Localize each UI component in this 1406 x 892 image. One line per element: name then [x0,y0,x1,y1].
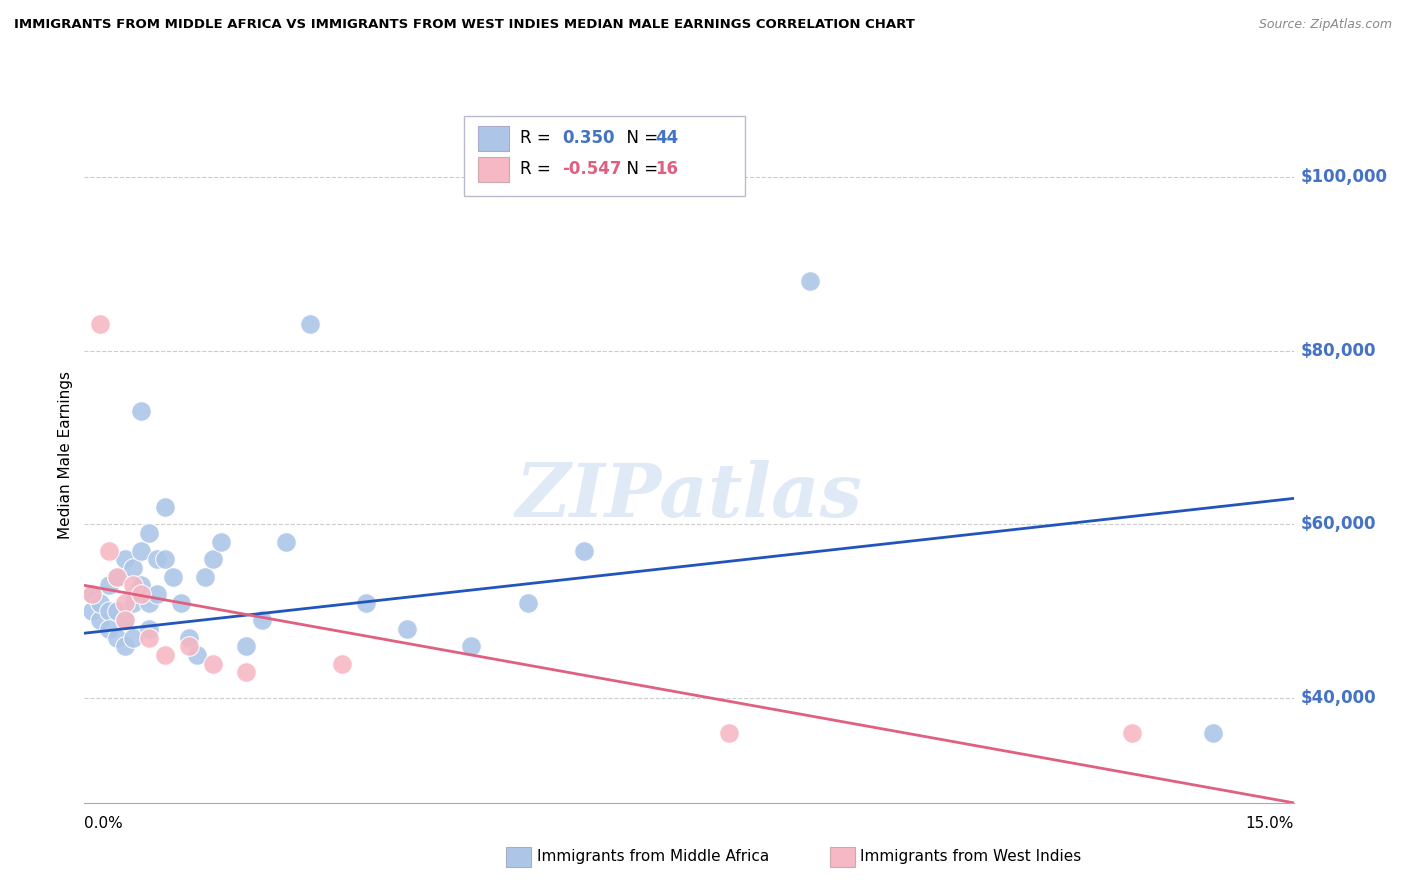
Point [121,578,143,592]
Point [194,570,217,584]
Text: N =: N = [616,129,664,147]
Point [572,543,595,558]
Point [105,570,128,584]
Text: 16: 16 [655,161,678,178]
Point [129,543,152,558]
Point [299,318,322,332]
Point [129,578,152,592]
Point [170,596,193,610]
Text: $40,000: $40,000 [1301,690,1376,707]
Point [114,613,136,627]
Text: $100,000: $100,000 [1301,168,1388,186]
Point [82,587,104,601]
Text: -0.547: -0.547 [562,161,621,178]
Point [138,526,160,541]
Text: IMMIGRANTS FROM MIDDLE AFRICA VS IMMIGRANTS FROM WEST INDIES MEDIAN MALE EARNING: IMMIGRANTS FROM MIDDLE AFRICA VS IMMIGRA… [14,18,915,31]
Y-axis label: Median Male Earnings: Median Male Earnings [58,371,73,539]
Text: ZIPatlas: ZIPatlas [516,460,862,533]
Point [138,622,160,636]
Point [138,631,160,645]
Point [153,552,176,566]
Point [718,726,741,740]
Point [89,318,111,332]
Point [186,648,208,662]
Point [114,639,136,653]
Text: $60,000: $60,000 [1301,516,1376,533]
Point [235,665,257,680]
Point [202,657,225,671]
Point [82,605,104,619]
Text: Source: ZipAtlas.com: Source: ZipAtlas.com [1258,18,1392,31]
Point [121,561,143,575]
Point [105,570,128,584]
Point [162,570,184,584]
Point [516,596,538,610]
Point [330,657,353,671]
Point [105,605,128,619]
Text: Immigrants from Middle Africa: Immigrants from Middle Africa [537,849,769,863]
Point [97,578,120,592]
Point [121,631,143,645]
Point [395,622,418,636]
Point [138,596,160,610]
Point [129,404,152,418]
Point [82,587,104,601]
Point [356,596,378,610]
Point [105,631,128,645]
Point [179,631,201,645]
Point [114,613,136,627]
Point [129,587,152,601]
Point [799,274,821,288]
Point [235,639,257,653]
Point [89,613,111,627]
Point [97,543,120,558]
Point [179,639,201,653]
Text: R =: R = [520,161,557,178]
Point [97,605,120,619]
Point [153,500,176,515]
Point [89,596,111,610]
Text: $80,000: $80,000 [1301,342,1376,359]
Point [209,535,232,549]
Text: 44: 44 [655,129,679,147]
Point [114,596,136,610]
Text: R =: R = [520,129,557,147]
Point [121,596,143,610]
Point [250,613,273,627]
Text: N =: N = [616,161,664,178]
Text: Immigrants from West Indies: Immigrants from West Indies [860,849,1081,863]
Point [153,648,176,662]
Text: 0.0%: 0.0% [84,816,124,831]
Point [202,552,225,566]
Point [460,639,482,653]
Text: 0.350: 0.350 [562,129,614,147]
Text: 15.0%: 15.0% [1246,816,1294,831]
Point [1121,726,1143,740]
Point [146,552,169,566]
Point [1202,726,1225,740]
Point [274,535,297,549]
Point [146,587,169,601]
Point [114,552,136,566]
Point [97,622,120,636]
